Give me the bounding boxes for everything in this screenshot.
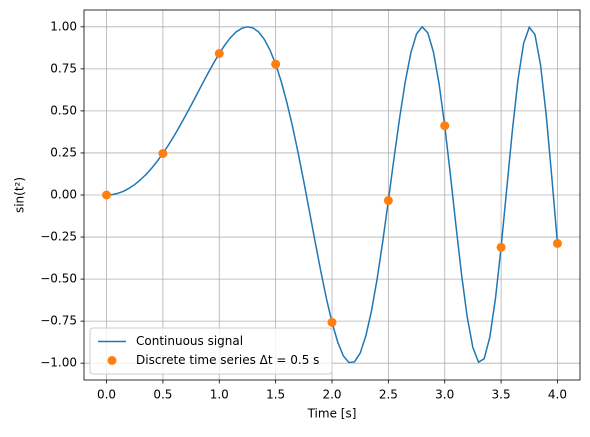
scatter-point — [271, 59, 281, 69]
legend-label: Continuous signal — [136, 334, 243, 348]
y-tick-label: −0.75 — [40, 314, 77, 328]
y-tick-label: −1.00 — [40, 356, 77, 370]
y-tick-label: 0.00 — [50, 188, 77, 202]
legend: Continuous signal Discrete time series Δt… — [89, 327, 333, 375]
scatter-point — [327, 317, 337, 327]
y-tick-label: 0.25 — [50, 145, 77, 159]
x-tick-label: 4.0 — [548, 388, 567, 402]
x-tick-label: 3.0 — [435, 388, 454, 402]
legend-swatch — [107, 356, 117, 365]
legend-label: Discrete time series Δt = 0.5 s — [136, 353, 319, 367]
scatter-point — [383, 196, 393, 206]
x-tick-label: 3.5 — [492, 388, 511, 402]
y-tick-label: −0.25 — [40, 230, 77, 244]
y-tick-label: 0.75 — [50, 61, 77, 75]
plot-frame — [83, 9, 581, 381]
scatter-point — [440, 121, 450, 131]
scatter-point — [552, 238, 562, 248]
x-tick-label: 2.0 — [322, 388, 341, 402]
x-tick-label: 0.5 — [153, 388, 172, 402]
scatter-point — [102, 190, 112, 200]
scatter-point — [158, 148, 168, 158]
x-tick-label: 2.5 — [379, 388, 398, 402]
x-tick-label: 1.5 — [266, 388, 285, 402]
y-tick-label: 0.50 — [50, 103, 77, 117]
x-axis-label: Time [s] — [307, 407, 357, 421]
y-axis-label: sin(t²) — [13, 177, 27, 213]
scatter-point — [496, 242, 506, 252]
legend-box — [89, 327, 333, 375]
grid — [84, 10, 580, 380]
x-tick-label: 0.0 — [97, 388, 116, 402]
y-tick-label: −0.50 — [40, 272, 77, 286]
x-tick-label: 1.0 — [210, 388, 229, 402]
y-tick-label: 1.00 — [50, 19, 77, 33]
scatter-point — [214, 49, 224, 59]
